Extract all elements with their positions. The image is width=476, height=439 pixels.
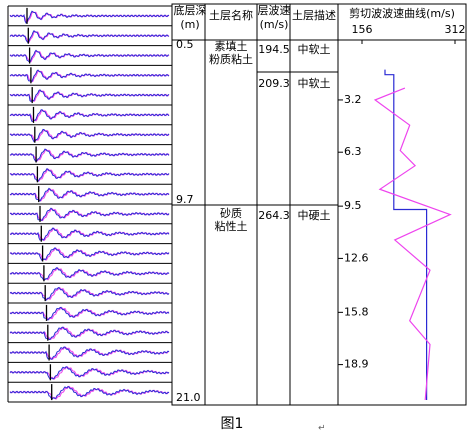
depth-tick-label: 9.5 (344, 199, 362, 212)
velocity-tick-label: 312 (445, 23, 466, 36)
layer-name: 素填土 (215, 39, 248, 53)
depth: 21.0 (176, 391, 201, 404)
velocity-curve (384, 69, 428, 400)
return-mark: ↵ (318, 424, 326, 434)
header: 土层描述 (292, 8, 336, 22)
header: (m/s) (260, 18, 289, 31)
trace (9, 188, 170, 202)
trace (9, 11, 170, 24)
trace (9, 326, 170, 341)
trace (9, 148, 170, 163)
header: 土层名称 (209, 8, 253, 22)
velocity: 194.5 (258, 43, 290, 56)
trace (9, 366, 170, 381)
trace (9, 346, 170, 360)
trace (10, 227, 170, 241)
depth: 9.7 (176, 193, 194, 206)
depth-tick-label: 6.3 (344, 145, 362, 158)
velocity-curve (373, 87, 452, 401)
trace-panel (7, 5, 172, 403)
trace (9, 49, 170, 63)
header: (m) (180, 18, 199, 31)
trace (9, 69, 170, 82)
trace (9, 109, 170, 122)
velocity: 264.3 (258, 209, 290, 222)
depth-tick-label: 12.6 (344, 251, 369, 264)
layer-name: 砂质 (220, 207, 242, 220)
caption: 图1 (221, 416, 244, 432)
chart-title: 剪切波波速曲线(m/s) (349, 6, 455, 20)
depth: 0.5 (176, 38, 194, 51)
velocity: 209.3 (258, 77, 290, 90)
velocity-tick-label: 156 (352, 23, 373, 36)
depth-tick-label: 18.9 (344, 358, 369, 371)
trace (9, 286, 170, 302)
trace (9, 267, 170, 281)
depth-tick-label: 15.8 (344, 305, 369, 318)
trace (9, 10, 169, 24)
layer-name: 粘性土 (215, 219, 248, 233)
trace (9, 207, 170, 221)
description: 中软土 (298, 42, 331, 56)
trace (9, 266, 170, 282)
trace (9, 148, 170, 162)
description: 中软土 (298, 76, 331, 90)
trace (9, 31, 170, 44)
header: 底层深 (174, 3, 207, 17)
layer-name: 粉质粘土 (209, 52, 253, 66)
trace (9, 306, 170, 321)
description: 中硬土 (298, 209, 331, 222)
trace (9, 247, 170, 262)
trace (9, 366, 170, 380)
trace (9, 89, 170, 103)
depth-tick-label: 3.2 (344, 93, 362, 106)
trace (9, 187, 170, 202)
trace (9, 385, 170, 400)
trace (9, 30, 170, 44)
header: 层波速 (258, 4, 291, 17)
trace (9, 128, 170, 143)
trace (9, 167, 170, 183)
